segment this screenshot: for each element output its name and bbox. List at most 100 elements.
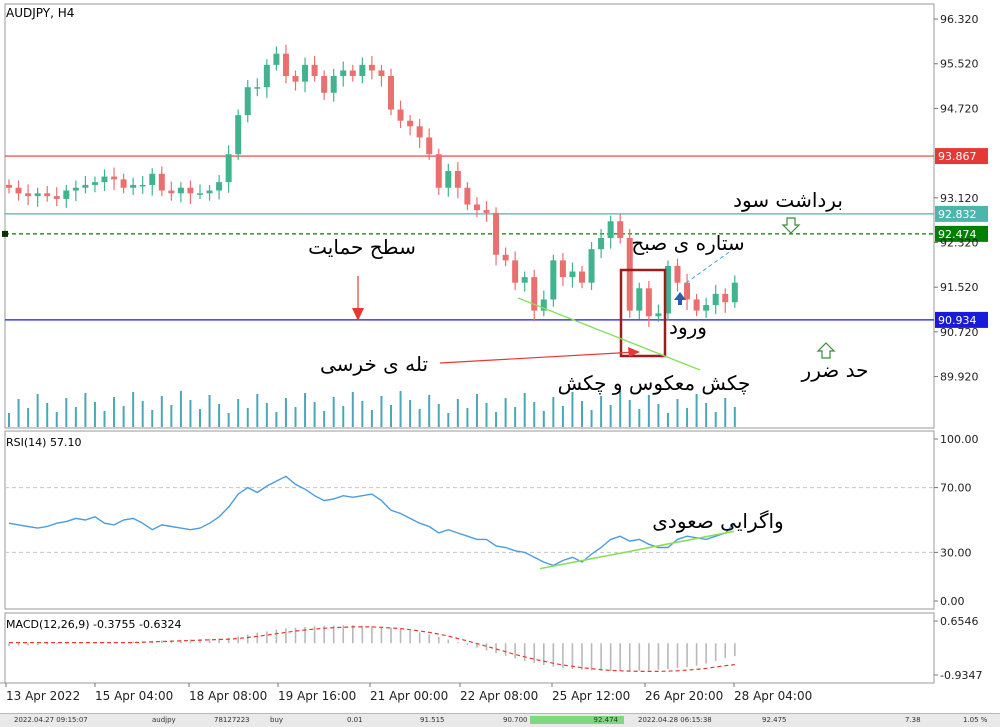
candle-body [206, 190, 213, 194]
candle-body [311, 64, 318, 77]
candle-body [187, 187, 194, 194]
price-tick-label: 96.320 [940, 13, 979, 26]
candle-body [722, 293, 729, 303]
status-bar-item: 7.38 [905, 716, 921, 724]
chart-annotations: برداشت سود ستاره ی صبح سطح حمایت ورود تله ی … [308, 188, 868, 395]
candle-body [473, 204, 480, 211]
horizontal-levels: 93.867 92.832 92.474 90.934 [2, 148, 988, 328]
time-tick-label: 22 Apr 08:00 [460, 689, 538, 703]
candle-body [445, 170, 452, 188]
chart-annotation-text: سطح حمایت [308, 235, 416, 259]
candle-body [120, 179, 127, 188]
candle-body [464, 187, 471, 205]
macd-label: MACD(12,26,9) -0.3755 -0.6324 [6, 618, 181, 631]
trade-projection-line [685, 249, 733, 284]
time-tick-label: 25 Apr 12:00 [552, 689, 630, 703]
level-marker [2, 230, 8, 237]
candle-body [197, 193, 203, 195]
candle-body [321, 76, 328, 93]
candle-body [216, 182, 223, 191]
candle-body [302, 64, 309, 82]
time-tick-label: 19 Apr 16:00 [278, 689, 356, 703]
status-bar-item: 78127223 [214, 716, 250, 724]
time-tick-label: 21 Apr 00:00 [370, 689, 448, 703]
candle-body [626, 238, 633, 311]
time-tick-label: 26 Apr 20:00 [645, 689, 723, 703]
candle-body [263, 64, 270, 88]
candle-body [664, 265, 671, 314]
volume-bars [8, 391, 736, 427]
candle-body [378, 70, 385, 77]
status-bar-item: 92.474 [530, 716, 624, 724]
price-tick-label: 93.120 [940, 192, 979, 205]
candle-body [703, 305, 710, 311]
price-tick-label: 92.320 [940, 236, 979, 249]
candle-body [388, 76, 394, 110]
candle-body [273, 53, 280, 65]
candle-body [349, 70, 356, 77]
candle-body [282, 53, 289, 77]
candle-body [53, 196, 60, 199]
status-bar-item: buy [270, 716, 284, 724]
candle-body [330, 76, 337, 93]
bear-trap-arrow-head [628, 347, 640, 357]
status-bar-item: 91.515 [420, 716, 445, 724]
candle-body [617, 221, 624, 239]
price-tick-label: 90.720 [940, 326, 979, 339]
candlesticks [6, 44, 738, 327]
macd-tick-label: 0.6546 [940, 615, 979, 628]
status-bar-item: 92.475 [762, 716, 787, 724]
candle-body [607, 221, 614, 239]
stop-loss-arrow-icon [816, 342, 836, 359]
status-bar-item: audjpy [152, 716, 176, 724]
candle-body [82, 184, 89, 188]
candle-body [674, 265, 681, 283]
candle-body [435, 154, 442, 188]
rsi-divergence-trendline [539, 530, 735, 570]
status-bar-item: 2022.04.27 09:15:07 [14, 716, 88, 724]
candle-body [34, 193, 41, 197]
candle-body [598, 238, 605, 250]
candle-body [397, 109, 404, 121]
time-tick-label: 28 Apr 04:00 [734, 689, 812, 703]
candle-body [588, 249, 595, 283]
price-level-tag [935, 205, 988, 222]
take-profit-arrow-icon [781, 217, 801, 234]
rsi-pane: RSI(14) 57.10 100.00 70.00 30.00 0.00 واگرایی… [5, 433, 979, 608]
chart-annotation-text: برداشت سود [733, 188, 843, 212]
bear-trap-arrow-shaft [439, 351, 637, 364]
candle-body [225, 154, 232, 183]
macd-tick-label: -0.9347 [940, 669, 982, 682]
candle-body [407, 120, 414, 127]
chart-annotation-text: حد ضرر [801, 358, 869, 382]
candle-body [111, 176, 118, 180]
time-tick-label: 18 Apr 08:00 [189, 689, 267, 703]
candle-body [340, 70, 347, 77]
time-tick-label: 15 Apr 04:00 [95, 689, 173, 703]
candle-body [684, 282, 691, 300]
price-level-label: 92.474 [938, 228, 977, 241]
candle-body [579, 271, 585, 283]
price-tick-label: 89.920 [940, 371, 979, 384]
price-tick-label: 95.520 [940, 58, 979, 71]
candle-body [655, 313, 662, 317]
rsi-tick-label: 70.00 [940, 482, 972, 495]
pane-frame [4, 3, 935, 429]
pane-frame [4, 430, 935, 610]
candle-body [416, 126, 423, 138]
candle-body [540, 299, 547, 311]
candle-body [72, 187, 79, 191]
candle-body [531, 277, 538, 311]
support-arrow-head [352, 308, 364, 321]
candle-body [483, 210, 490, 213]
candle-body [292, 76, 299, 82]
candle-body [493, 212, 500, 255]
candle-body [101, 176, 108, 183]
candle-body [502, 254, 509, 261]
chart-frames [0, 3, 935, 684]
candle-body [712, 293, 719, 306]
price-tick-label: 91.520 [940, 281, 979, 294]
chart-annotation-text: ستاره ی صبح [631, 231, 744, 255]
chart-annotation-text: ورود [669, 315, 707, 339]
